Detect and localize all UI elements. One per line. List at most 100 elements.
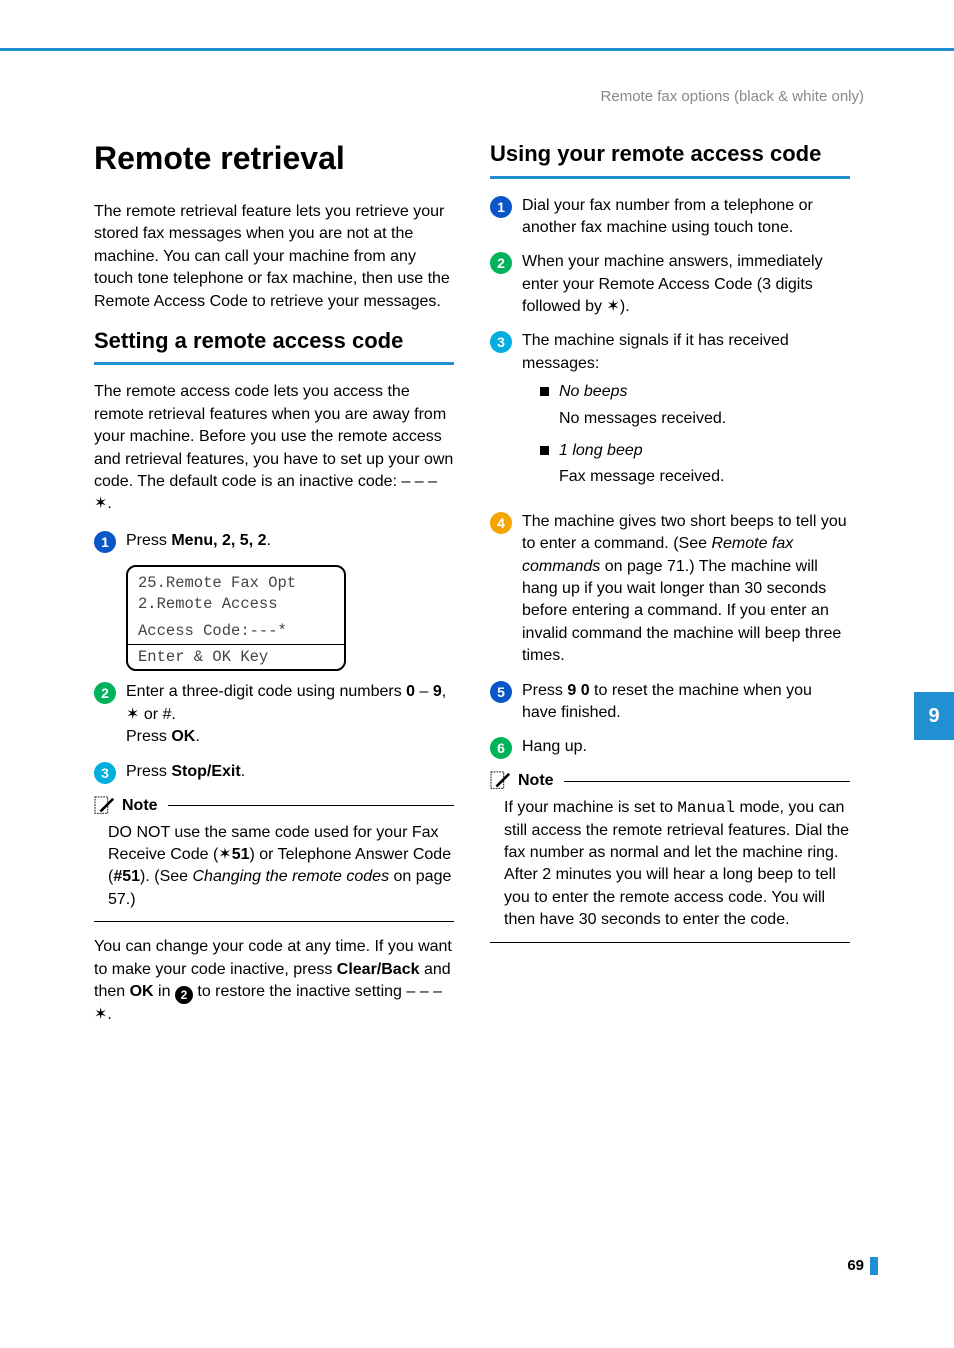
cl-tail-pre: to restore the inactive setting – – – [193,983,442,1000]
rbadge-2: 2 [490,252,512,274]
intro-paragraph: The remote retrieval feature lets you re… [94,201,454,313]
step-1: 1 Press Menu, 2, 5, 2. [94,530,454,553]
rs4-pre: The machine gives two short beeps to tel… [522,513,847,552]
step-badge-3: 3 [94,762,116,784]
rbadge-1: 1 [490,196,512,218]
rs2-post: ). [620,298,630,315]
nb-post: ). (See [140,868,192,885]
star-glyph5: ✶ [607,298,620,315]
page-number: 69 [847,1257,864,1274]
cl-m2: in [154,983,175,1000]
rbadge-5: 5 [490,681,512,703]
step-3: 3 Press Stop/Exit. [94,761,454,784]
rs3-b1: No beeps [559,381,628,403]
rstep-3: 3 The machine signals if it has received… [490,330,850,498]
rs3-b2-row: 1 long beep [540,440,850,462]
lcd-l2: 2.Remote Access [138,594,334,615]
inline-step-ref-2: 2 [175,986,193,1004]
note-head-right: Note [490,771,850,791]
step1-pre: Press [126,532,171,549]
rs3-sublist: No beeps No messages received. 1 long be… [540,381,850,489]
rstep1-body: Dial your fax number from a telephone or… [522,195,850,240]
note-label-left: Note [122,797,158,815]
h2-rule [94,362,454,365]
rs2-pre: When your machine answers, immediately e… [522,253,823,315]
rstep-4: 4 The machine gives two short beeps to t… [490,511,850,668]
lcd-display: 25.Remote Fax Opt 2.Remote Access Access… [126,565,346,672]
h2-setting: Setting a remote access code [94,327,454,355]
cl-tail-post: . [107,1006,111,1023]
step1-keys: Menu, 2, 5, 2 [171,532,266,549]
note-rule-right [564,781,850,782]
rstep-2: 2 When your machine answers, immediately… [490,251,850,318]
s2-l2b: OK [171,728,195,745]
page-number-bar [870,1257,878,1275]
p2-pre: The remote access code lets you access t… [94,383,453,490]
rs5-b: 9 0 [567,682,589,699]
rstep4-body: The machine gives two short beeps to tel… [522,511,850,668]
s2-l2post: . [195,728,199,745]
header-breadcrumb: Remote fax options (black & white only) [601,88,864,105]
rs3-text: The machine signals if it has received m… [522,332,789,371]
p2: The remote access code lets you access t… [94,381,454,515]
rstep3-body: The machine signals if it has received m… [522,330,850,498]
right-column: Using your remote access code 1 Dial you… [490,140,850,1041]
s2-pre: Enter a three-digit code using numbers [126,683,406,700]
rs3-b2: 1 long beep [559,440,643,462]
step-1-body: Press Menu, 2, 5, 2. [126,530,454,552]
lcd-l1: 25.Remote Fax Opt [138,573,334,594]
step-badge-1: 1 [94,531,116,553]
nb-b2: #51 [113,868,140,885]
note-body-left: DO NOT use the same code used for your F… [94,822,454,922]
note-end-left [94,921,454,922]
s3-b: Stop/Exit [171,763,240,780]
rstep6-body: Hang up. [522,736,850,758]
step1-post: . [266,532,270,549]
note-label-right: Note [518,772,554,790]
s3-post: . [241,763,245,780]
lcd-l4: Enter & OK Key [128,644,344,670]
nb-b1: 51 [232,846,250,863]
s3-pre: Press [126,763,171,780]
lcd-l3: Access Code:---* [138,621,334,642]
nb-ital: Changing the remote codes [193,868,390,885]
step-2-body: Enter a three-digit code using numbers 0… [126,681,454,748]
s2-l2pre: Press [126,728,171,745]
s2-b2: 9 [433,683,442,700]
step-3-body: Press Stop/Exit. [126,761,454,783]
rnb-pre: If your machine is set to [504,799,677,816]
note-rule-left [168,805,454,806]
step-2: 2 Enter a three-digit code using numbers… [94,681,454,748]
top-rule [0,48,954,51]
note-head-left: Note [94,796,454,816]
rs3-b1-row: No beeps [540,381,850,403]
cl-b2: OK [130,983,154,1000]
p2-suffix: . [107,495,111,512]
rnb-post: mode, you can still access the remote re… [504,799,849,928]
rs3-b2-desc: Fax message received. [559,466,850,488]
star-glyph: ✶ [94,495,107,512]
s2-m3: or #. [139,706,175,723]
cl-b1: Clear/Back [337,961,420,978]
star-glyph2: ✶ [126,706,139,723]
h2-using: Using your remote access code [490,140,850,168]
star-glyph3: ✶ [218,846,231,863]
left-column: Remote retrieval The remote retrieval fe… [94,140,454,1041]
s2-m2: , [442,683,446,700]
chapter-tab: 9 [914,692,954,740]
note-end-right [490,942,850,943]
star-glyph4: ✶ [94,1006,107,1023]
pencil-note-icon [94,796,116,816]
s2-m1: – [415,683,433,700]
h2-rule-right [490,176,850,179]
s2-b1: 0 [406,683,415,700]
rnb-mono: Manual [677,799,735,817]
rbadge-3: 3 [490,331,512,353]
rstep-1: 1 Dial your fax number from a telephone … [490,195,850,240]
square-bullet-icon [540,446,549,455]
rs5-pre: Press [522,682,567,699]
rstep2-body: When your machine answers, immediately e… [522,251,850,318]
rbadge-4: 4 [490,512,512,534]
page: Remote fax options (black & white only) … [0,0,954,1348]
content-columns: Remote retrieval The remote retrieval fe… [94,140,864,1041]
